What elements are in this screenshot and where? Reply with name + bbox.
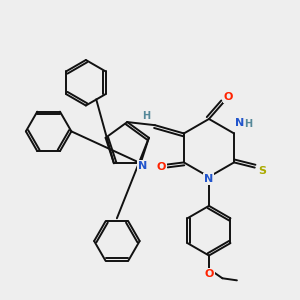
Text: N: N (235, 118, 244, 128)
Text: O: O (224, 92, 233, 102)
Text: N: N (204, 174, 214, 184)
Text: H: H (142, 111, 151, 121)
Text: S: S (258, 166, 266, 176)
Text: N: N (138, 161, 147, 171)
Text: O: O (156, 162, 166, 172)
Text: O: O (204, 269, 214, 279)
Text: H: H (244, 119, 253, 129)
